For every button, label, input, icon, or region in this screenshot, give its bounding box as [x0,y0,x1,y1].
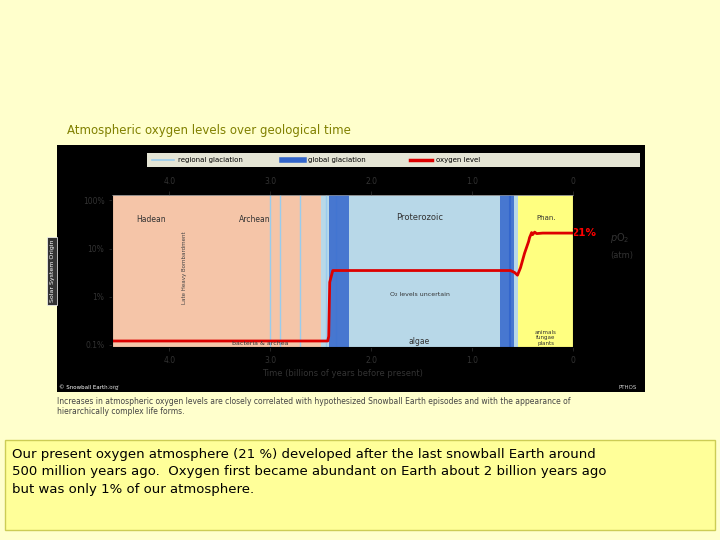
Text: regional glaciation: regional glaciation [178,157,243,163]
Text: © Snowball Earth.org: © Snowball Earth.org [59,384,118,390]
Text: animals
fungae
plants: animals fungae plants [535,330,557,346]
Bar [147,153,640,167]
Bar [189,195,320,349]
Text: PTHOS: PTHOS [618,385,637,390]
Text: Archean: Archean [239,215,271,225]
Bar [329,195,349,347]
FancyBboxPatch shape [5,440,715,530]
Text: Hadean: Hadean [136,215,166,225]
Text: Atmospheric oxygen levels over geological time: Atmospheric oxygen levels over geologica… [67,124,351,137]
Text: algae: algae [409,337,430,346]
Text: Increases in atmospheric oxygen levels are closely correlated with hypothesized : Increases in atmospheric oxygen levels a… [57,397,570,406]
Text: oxygen level: oxygen level [436,157,480,163]
Text: Solar System Origin: Solar System Origin [50,240,55,302]
X-axis label: Time (billions of years before present): Time (billions of years before present) [262,369,423,378]
Bar [500,195,515,347]
Text: Phan.: Phan. [536,214,556,221]
Text: (atm): (atm) [610,251,633,260]
Text: $p$O$_2$: $p$O$_2$ [610,231,629,245]
Text: O₂ levels uncertain: O₂ levels uncertain [390,292,449,297]
Bar [518,195,573,349]
Text: hierarchically complex life forms.: hierarchically complex life forms. [57,407,184,416]
Bar [112,195,189,349]
Text: 4,567: 4,567 [103,385,121,390]
Text: bacteria & archea: bacteria & archea [232,341,288,346]
Text: 21%: 21% [571,228,596,238]
Bar [320,195,518,349]
Text: global glaciation: global glaciation [308,157,366,163]
Text: Proterozoic: Proterozoic [396,213,443,221]
Text: Late Heavy Bombardment: Late Heavy Bombardment [182,232,187,304]
Bar [57,145,645,392]
Text: Our present oxygen atmosphere (21 %) developed after the last snowball Earth aro: Our present oxygen atmosphere (21 %) dev… [12,448,606,496]
